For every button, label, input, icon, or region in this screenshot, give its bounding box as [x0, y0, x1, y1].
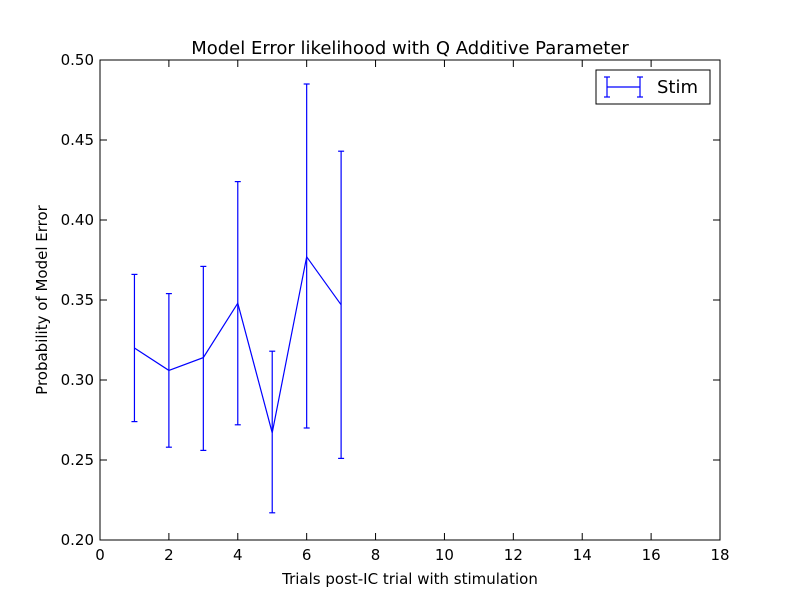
y-tick-label: 0.20 [61, 531, 94, 549]
y-tick-label: 0.30 [61, 371, 94, 389]
y-axis-label: Probability of Model Error [33, 204, 51, 394]
chart-title: Model Error likelihood with Q Additive P… [191, 38, 629, 59]
x-tick-label: 16 [642, 546, 661, 564]
x-tick-label: 8 [371, 546, 381, 564]
series-layer [131, 83, 345, 514]
legend-errorbar-symbol [604, 76, 643, 98]
x-tick-label: 4 [233, 546, 243, 564]
y-tick-label: 0.50 [61, 51, 94, 69]
y-tick-label: 0.40 [61, 211, 94, 229]
x-tick-label: 18 [710, 546, 729, 564]
x-tick-label: 2 [164, 546, 174, 564]
y-tick-label: 0.35 [61, 291, 94, 309]
legend-label-stim: Stim [657, 77, 698, 98]
x-tick-label: 14 [573, 546, 592, 564]
x-tick-label: 0 [95, 546, 105, 564]
x-tick-label: 6 [302, 546, 312, 564]
x-tick-label: 10 [435, 546, 454, 564]
y-tick-label: 0.25 [61, 451, 94, 469]
legend: Stim [595, 69, 711, 105]
x-tick-label: 12 [504, 546, 523, 564]
plot-background [100, 60, 720, 540]
plot-area [99, 59, 721, 541]
y-tick-label: 0.45 [61, 131, 94, 149]
series-line-stim [134, 255, 342, 433]
plot-frame [99, 59, 721, 541]
x-tick-labels: 0 2 4 6 8 10 12 14 16 18 [95, 546, 729, 564]
y-tick-labels: 0.20 0.25 0.30 0.35 0.40 0.45 0.50 [61, 51, 94, 549]
x-axis-label: Trials post-IC trial with stimulation [281, 570, 538, 588]
